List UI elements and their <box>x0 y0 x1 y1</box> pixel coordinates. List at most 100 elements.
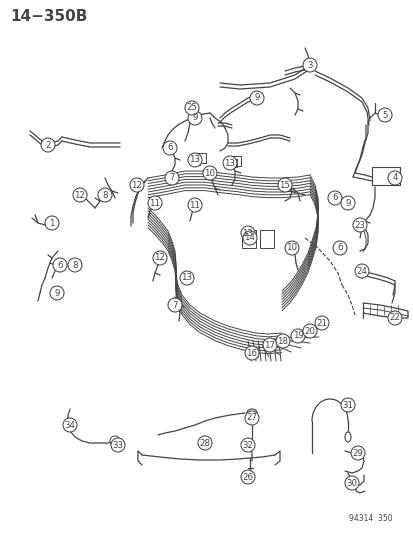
Text: 31: 31 <box>342 400 353 409</box>
Circle shape <box>302 324 316 338</box>
Circle shape <box>188 153 202 167</box>
Circle shape <box>332 241 346 255</box>
Bar <box>371 167 399 185</box>
Circle shape <box>41 138 55 152</box>
Circle shape <box>185 101 199 115</box>
Text: 9: 9 <box>54 288 59 297</box>
Circle shape <box>350 446 364 460</box>
Text: 27: 27 <box>246 414 257 423</box>
Text: 3: 3 <box>306 61 312 69</box>
Text: 34: 34 <box>64 421 75 430</box>
Text: 28: 28 <box>199 439 210 448</box>
Circle shape <box>168 298 182 312</box>
Text: 8: 8 <box>72 261 78 270</box>
Text: 13: 13 <box>242 229 253 238</box>
Circle shape <box>344 476 358 490</box>
Text: 9: 9 <box>254 93 259 102</box>
Circle shape <box>340 398 354 412</box>
Circle shape <box>68 258 82 272</box>
Text: 26: 26 <box>242 472 253 481</box>
Circle shape <box>73 188 87 202</box>
Text: 10: 10 <box>204 168 215 177</box>
Circle shape <box>327 191 341 205</box>
Text: 15: 15 <box>279 181 290 190</box>
Text: 9: 9 <box>344 198 350 207</box>
Circle shape <box>111 438 125 452</box>
Circle shape <box>240 470 254 484</box>
Text: 33: 33 <box>112 440 123 449</box>
Circle shape <box>244 346 259 360</box>
Circle shape <box>244 411 259 425</box>
Circle shape <box>240 226 254 240</box>
Ellipse shape <box>247 409 256 417</box>
Bar <box>259 230 273 248</box>
Circle shape <box>352 218 366 232</box>
Circle shape <box>63 418 77 432</box>
Circle shape <box>223 156 236 170</box>
Text: 6: 6 <box>57 261 63 270</box>
Text: 13: 13 <box>224 158 235 167</box>
Circle shape <box>153 251 166 265</box>
Circle shape <box>165 171 178 185</box>
Circle shape <box>377 108 391 122</box>
Circle shape <box>110 436 120 446</box>
Circle shape <box>290 329 304 343</box>
Circle shape <box>197 436 211 450</box>
Text: 11: 11 <box>149 198 160 207</box>
Ellipse shape <box>344 432 350 442</box>
Text: 17: 17 <box>264 341 275 350</box>
Circle shape <box>277 178 291 192</box>
Text: 10: 10 <box>286 244 297 253</box>
Circle shape <box>188 111 202 125</box>
Circle shape <box>314 316 328 330</box>
Circle shape <box>98 188 112 202</box>
Circle shape <box>387 171 401 185</box>
Text: 2: 2 <box>45 141 51 149</box>
Text: 4: 4 <box>391 174 397 182</box>
Text: 6: 6 <box>332 193 337 203</box>
Text: 12: 12 <box>154 254 165 262</box>
Text: 16: 16 <box>246 349 257 358</box>
Text: 14: 14 <box>244 233 255 243</box>
Circle shape <box>262 338 276 352</box>
Text: 21: 21 <box>316 319 327 327</box>
Circle shape <box>242 231 256 245</box>
Text: 18: 18 <box>277 336 288 345</box>
Circle shape <box>50 286 64 300</box>
Circle shape <box>163 141 177 155</box>
Circle shape <box>180 271 194 285</box>
Text: 30: 30 <box>346 479 357 488</box>
Text: 8: 8 <box>102 190 107 199</box>
Text: 22: 22 <box>389 313 399 322</box>
Text: 12: 12 <box>131 181 142 190</box>
Text: 25: 25 <box>186 103 197 112</box>
Text: 6: 6 <box>337 244 342 253</box>
Circle shape <box>249 91 263 105</box>
Text: 24: 24 <box>356 266 367 276</box>
Text: 23: 23 <box>354 221 365 230</box>
Text: 11: 11 <box>189 200 200 209</box>
Circle shape <box>302 58 316 72</box>
Circle shape <box>340 196 354 210</box>
Text: 32: 32 <box>242 440 253 449</box>
Text: 94314  350: 94314 350 <box>349 514 392 523</box>
Circle shape <box>130 178 144 192</box>
Text: 14−350B: 14−350B <box>10 9 87 24</box>
Text: 29: 29 <box>352 448 363 457</box>
Text: 13: 13 <box>189 156 200 165</box>
Circle shape <box>284 241 298 255</box>
Text: 5: 5 <box>381 110 387 119</box>
Circle shape <box>53 258 67 272</box>
Text: 1: 1 <box>49 219 55 228</box>
Text: 6: 6 <box>167 143 172 152</box>
Text: 20: 20 <box>304 327 315 335</box>
Bar <box>242 230 255 248</box>
Circle shape <box>202 166 216 180</box>
Circle shape <box>275 334 289 348</box>
Circle shape <box>354 264 368 278</box>
Text: 7: 7 <box>169 174 174 182</box>
Text: 7: 7 <box>172 301 177 310</box>
Text: 9: 9 <box>192 114 197 123</box>
Circle shape <box>387 311 401 325</box>
Circle shape <box>188 198 202 212</box>
